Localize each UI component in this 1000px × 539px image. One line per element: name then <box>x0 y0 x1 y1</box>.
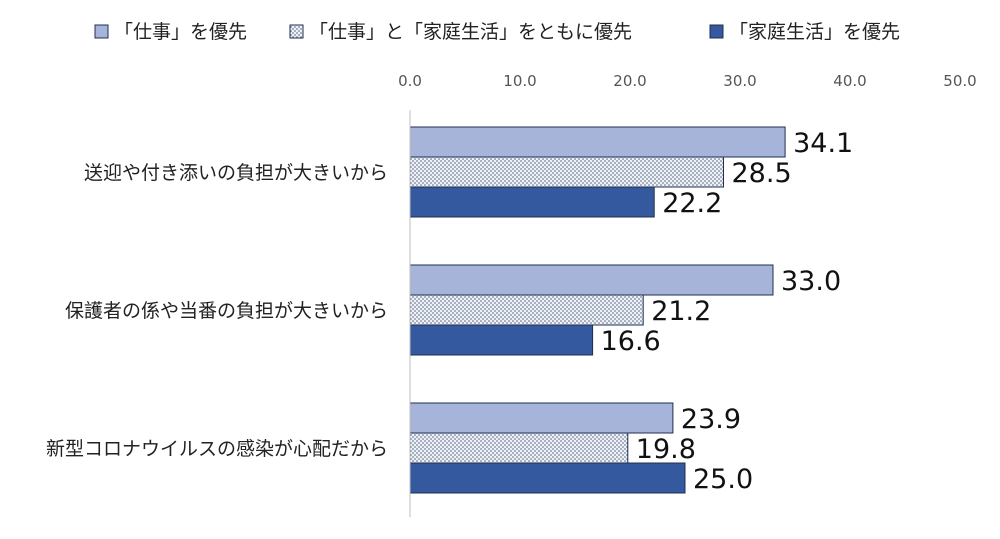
legend-label: 「仕事」と「家庭生活」をともに優先 <box>309 21 632 43</box>
x-tick-label: 10.0 <box>503 72 536 90</box>
x-tick-label: 20.0 <box>613 72 646 90</box>
x-tick-label: 50.0 <box>943 72 976 90</box>
x-tick-label: 0.0 <box>398 72 422 90</box>
data-labels: 34.1 33.0 23.9 28.5 21.2 19.8 22.2 16.6 25.0 <box>601 128 854 495</box>
x-tick-label: 40.0 <box>833 72 866 90</box>
bar <box>409 402 674 434</box>
bar <box>409 462 686 494</box>
data-label: 34.1 <box>793 128 853 159</box>
data-label: 22.2 <box>662 188 722 219</box>
category-label: 新型コロナウイルスの感染が心配だから <box>46 438 388 460</box>
bar <box>409 186 655 218</box>
data-label: 28.5 <box>732 158 792 189</box>
legend-swatch <box>709 24 724 39</box>
data-label: 19.8 <box>636 434 696 465</box>
bar <box>409 324 594 356</box>
data-label: 21.2 <box>651 296 711 327</box>
data-label: 23.9 <box>681 404 741 435</box>
legend: 「仕事」を優先 「仕事」と「家庭生活」をともに優先 「家庭生活」を優先 <box>94 21 900 43</box>
bar <box>409 156 724 188</box>
bars <box>409 126 786 494</box>
legend-label: 「仕事」を優先 <box>114 21 247 43</box>
category-label: 保護者の係や当番の負担が大きいから <box>65 300 388 322</box>
bar <box>409 264 774 296</box>
data-label: 33.0 <box>781 266 841 297</box>
x-tick-label: 30.0 <box>723 72 756 90</box>
data-label: 25.0 <box>693 464 753 495</box>
legend-swatch <box>289 24 304 39</box>
bar <box>409 126 786 158</box>
x-axis-ticks: 0.0 10.0 20.0 30.0 40.0 50.0 <box>398 72 977 90</box>
category-labels: 送迎や付き添いの負担が大きいから保護者の係や当番の負担が大きいから新型コロナウイ… <box>46 162 388 460</box>
bar <box>409 294 644 326</box>
legend-label: 「家庭生活」を優先 <box>729 21 900 43</box>
bar <box>409 432 629 464</box>
data-label: 16.6 <box>601 326 661 357</box>
category-label: 送迎や付き添いの負担が大きいから <box>84 162 388 184</box>
legend-swatch <box>94 24 109 39</box>
